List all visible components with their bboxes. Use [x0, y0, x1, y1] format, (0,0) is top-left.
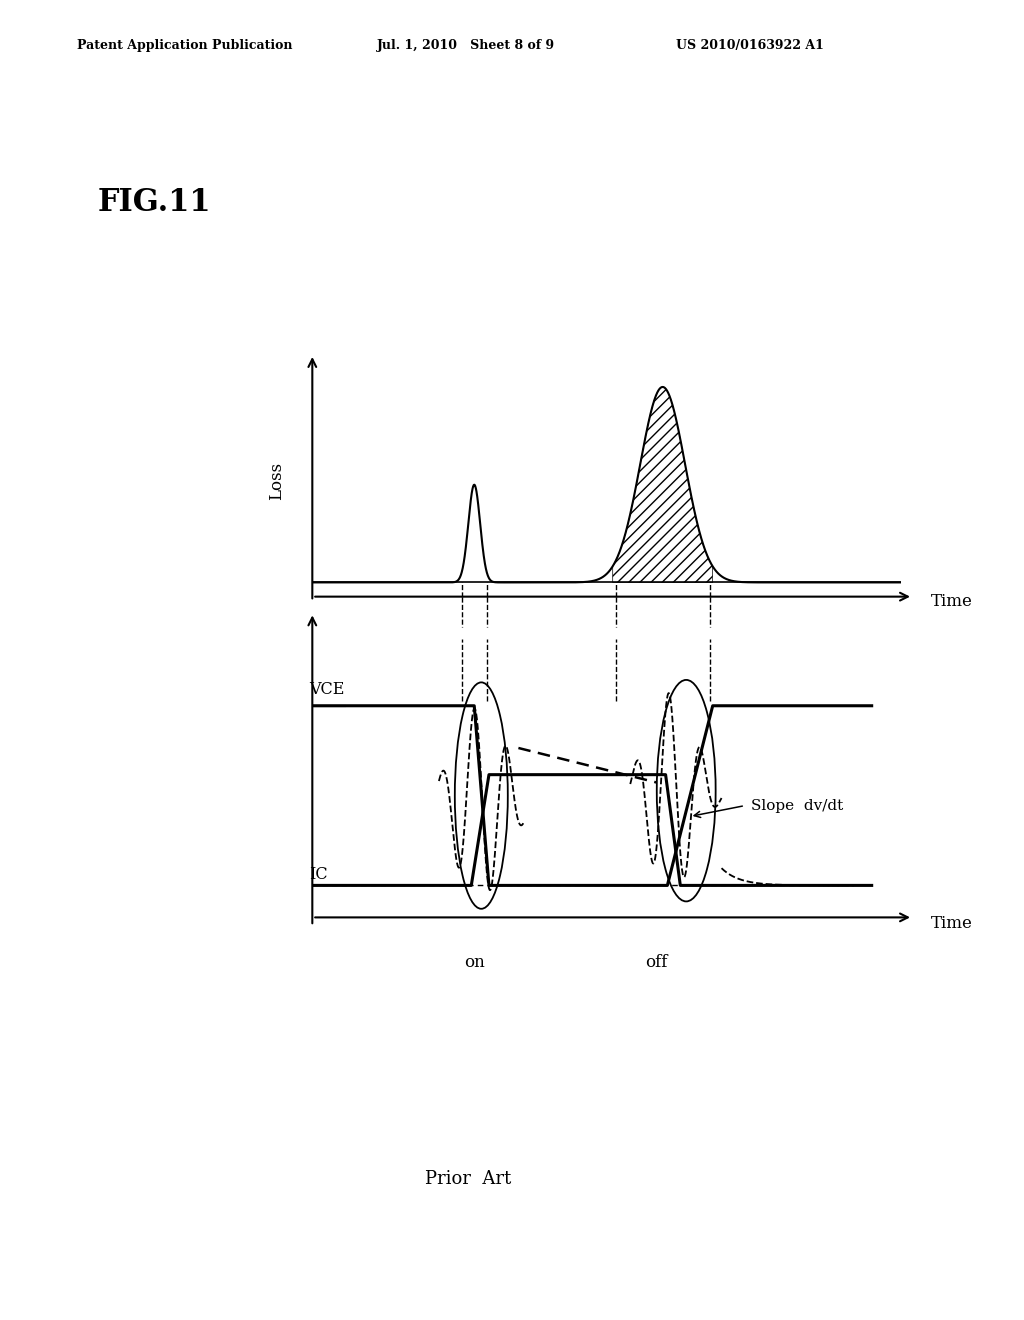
Text: on: on	[464, 954, 484, 970]
Text: Prior  Art: Prior Art	[425, 1170, 511, 1188]
Text: off: off	[645, 954, 668, 970]
Text: Jul. 1, 2010   Sheet 8 of 9: Jul. 1, 2010 Sheet 8 of 9	[377, 38, 555, 51]
Text: Time: Time	[931, 915, 973, 932]
Text: Patent Application Publication: Patent Application Publication	[77, 38, 292, 51]
Text: IC: IC	[309, 866, 328, 883]
Text: Slope  dv/dt: Slope dv/dt	[751, 799, 843, 813]
Text: VCE: VCE	[309, 681, 345, 698]
Text: Loss: Loss	[268, 462, 286, 500]
Text: US 2010/0163922 A1: US 2010/0163922 A1	[676, 38, 823, 51]
Text: Time: Time	[931, 593, 973, 610]
Text: FIG.11: FIG.11	[97, 187, 211, 218]
